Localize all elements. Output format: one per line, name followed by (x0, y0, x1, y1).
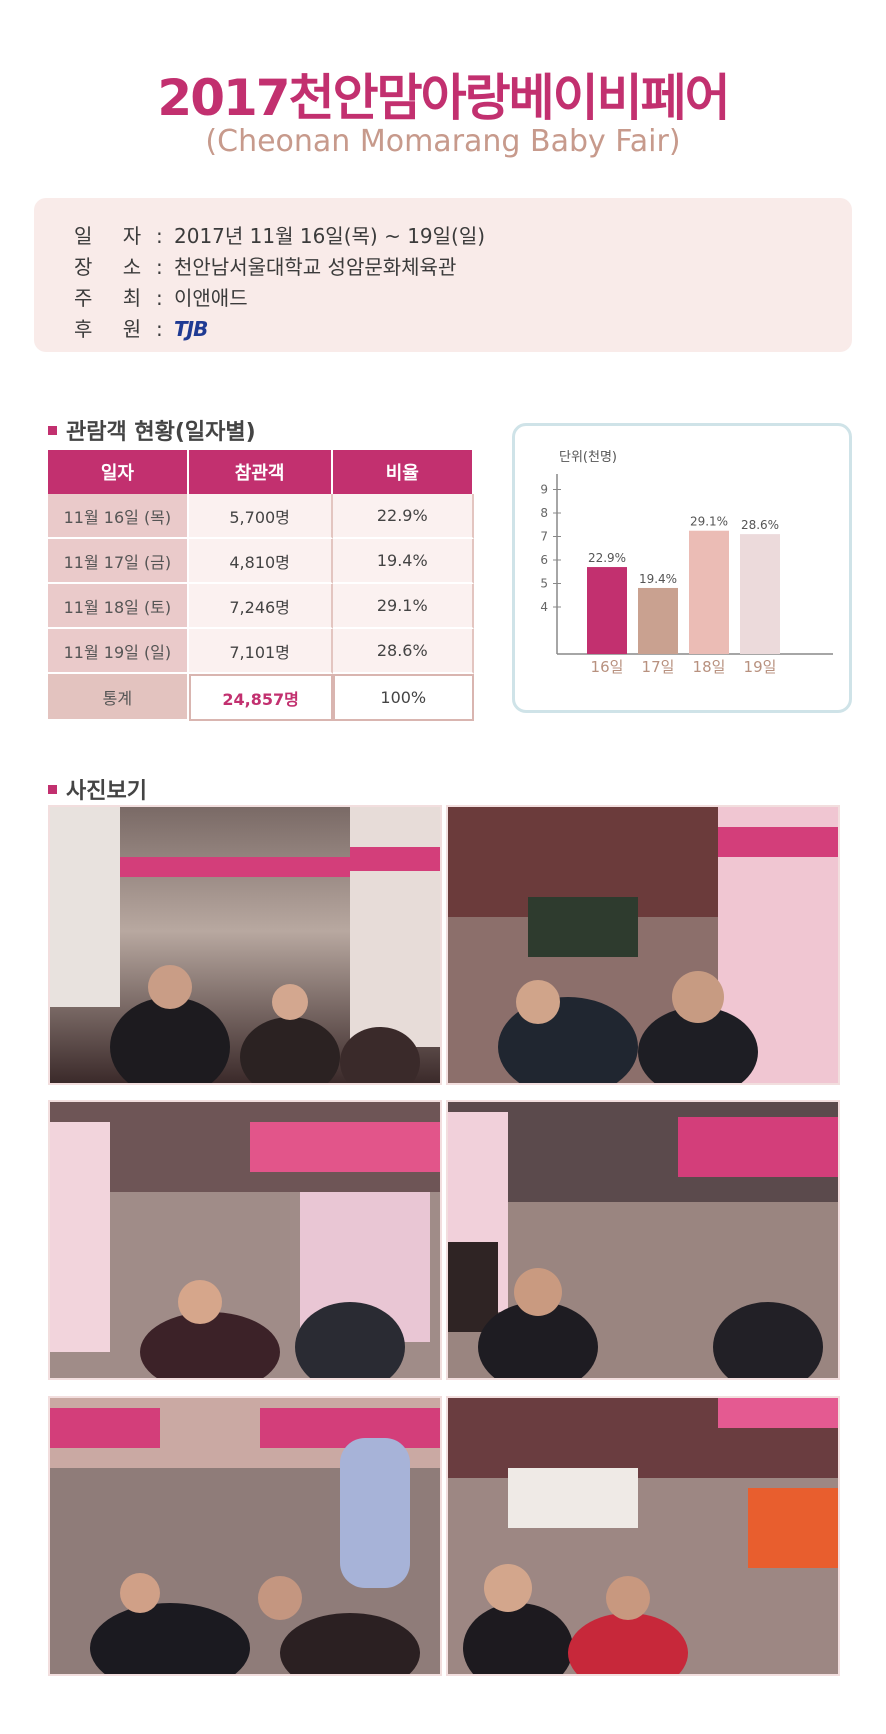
y-tick-label: 9 (540, 483, 548, 497)
bar-data-label: 22.9% (588, 551, 626, 565)
info-host-row: 주 최: 이앤애드 (74, 282, 248, 311)
x-tick-label: 16일 (591, 658, 624, 676)
cell-visitors: 5,700명 (188, 494, 333, 539)
visitor-stats-table: 일자 참관객 비율 11월 16일 (목) 5,700명 22.9% 11월 1… (48, 450, 474, 721)
info-date-value: 2017년 11월 16일(목) ~ 19일(일) (174, 224, 486, 248)
event-photo-5 (48, 1396, 442, 1676)
bar (587, 567, 627, 654)
cell-date: 11월 18일 (토) (48, 584, 189, 629)
cell-ratio: 22.9% (332, 494, 474, 539)
photos-section-heading: 사진보기 (48, 773, 147, 805)
col-header-visitors: 참관객 (188, 450, 333, 494)
photos-heading-text: 사진보기 (66, 779, 147, 804)
total-ratio: 100% (332, 674, 474, 721)
event-photo-2 (446, 805, 840, 1085)
col-header-date: 일자 (48, 450, 189, 494)
stats-section-heading: 관람객 현황(일자별) (48, 414, 256, 446)
cell-date: 11월 19일 (일) (48, 629, 189, 674)
cell-ratio: 19.4% (332, 539, 474, 584)
cell-visitors: 7,101명 (188, 629, 333, 674)
total-label: 통계 (48, 674, 189, 721)
cell-visitors: 4,810명 (188, 539, 333, 584)
bar (638, 587, 678, 654)
bar-chart-svg: 단위(천명) 4 5 6 7 8 9 22.9% 16일 19.4% 17일 29.1% 18일 28.6… (540, 450, 833, 676)
cell-date: 11월 16일 (목) (48, 494, 189, 539)
event-photo-3 (48, 1100, 442, 1380)
event-info-box: 일 자:2017년 11월 16일(목) ~ 19일(일) 장 소: 천안남서울대… (34, 198, 852, 352)
info-date-row: 일 자:2017년 11월 16일(목) ~ 19일(일) (74, 220, 485, 249)
y-tick-label: 4 (540, 600, 548, 614)
info-venue-row: 장 소: 천안남서울대학교 성암문화체육관 (74, 251, 456, 280)
y-tick-label: 6 (540, 553, 548, 567)
bar-data-label: 19.4% (639, 572, 677, 586)
event-photo-4 (446, 1100, 840, 1380)
cell-date: 11월 17일 (금) (48, 539, 189, 584)
y-tick-label: 7 (540, 530, 548, 544)
table-row: 11월 19일 (일) 7,101명 28.6% (48, 629, 474, 674)
event-photo-1 (48, 805, 442, 1085)
page-title: 2017천안맘아랑베이비페어 (157, 69, 730, 127)
bullet-square-icon (48, 425, 57, 435)
info-venue-value: 천안남서울대학교 성암문화체육관 (174, 255, 457, 279)
bar (689, 530, 729, 654)
info-host-label: 주 최 (74, 286, 154, 310)
info-sponsor-row: 후 원: TJB (74, 313, 208, 342)
info-date-label: 일 자 (74, 224, 154, 248)
info-venue-label: 장 소 (74, 255, 154, 279)
info-sponsor-label: 후 원 (74, 317, 154, 341)
tjb-logo: TJB (174, 317, 208, 341)
visitor-bar-chart: 단위(천명) 4 5 6 7 8 9 22.9% 16일 19.4% 17일 29.1% 18일 28.6… (512, 423, 852, 713)
x-tick-label: 17일 (642, 658, 675, 676)
y-tick-label: 5 (540, 577, 548, 591)
table-row: 11월 17일 (금) 4,810명 19.4% (48, 539, 474, 584)
y-tick-label: 8 (540, 506, 548, 520)
x-tick-label: 18일 (693, 658, 726, 676)
cell-ratio: 29.1% (332, 584, 474, 629)
total-visitors: 24,857명 (188, 674, 333, 721)
x-tick-label: 19일 (744, 658, 777, 676)
bullet-square-icon (48, 784, 57, 794)
cell-ratio: 28.6% (332, 629, 474, 674)
col-header-ratio: 비율 (332, 450, 474, 494)
table-row: 11월 16일 (목) 5,700명 22.9% (48, 494, 474, 539)
table-total-row: 통계 24,857명 100% (48, 674, 474, 721)
info-host-value: 이앤애드 (174, 286, 248, 310)
page-subtitle: (Cheonan Momarang Baby Fair) (205, 124, 681, 159)
stats-heading-text: 관람객 현황(일자별) (66, 420, 256, 445)
bar (740, 534, 780, 654)
event-photo-6 (446, 1396, 840, 1676)
bar-data-label: 28.6% (741, 518, 779, 532)
table-row: 11월 18일 (토) 7,246명 29.1% (48, 584, 474, 629)
bar-data-label: 29.1% (690, 515, 728, 529)
cell-visitors: 7,246명 (188, 584, 333, 629)
y-axis-label: 단위(천명) (559, 450, 617, 465)
table-header-row: 일자 참관객 비율 (48, 450, 474, 494)
